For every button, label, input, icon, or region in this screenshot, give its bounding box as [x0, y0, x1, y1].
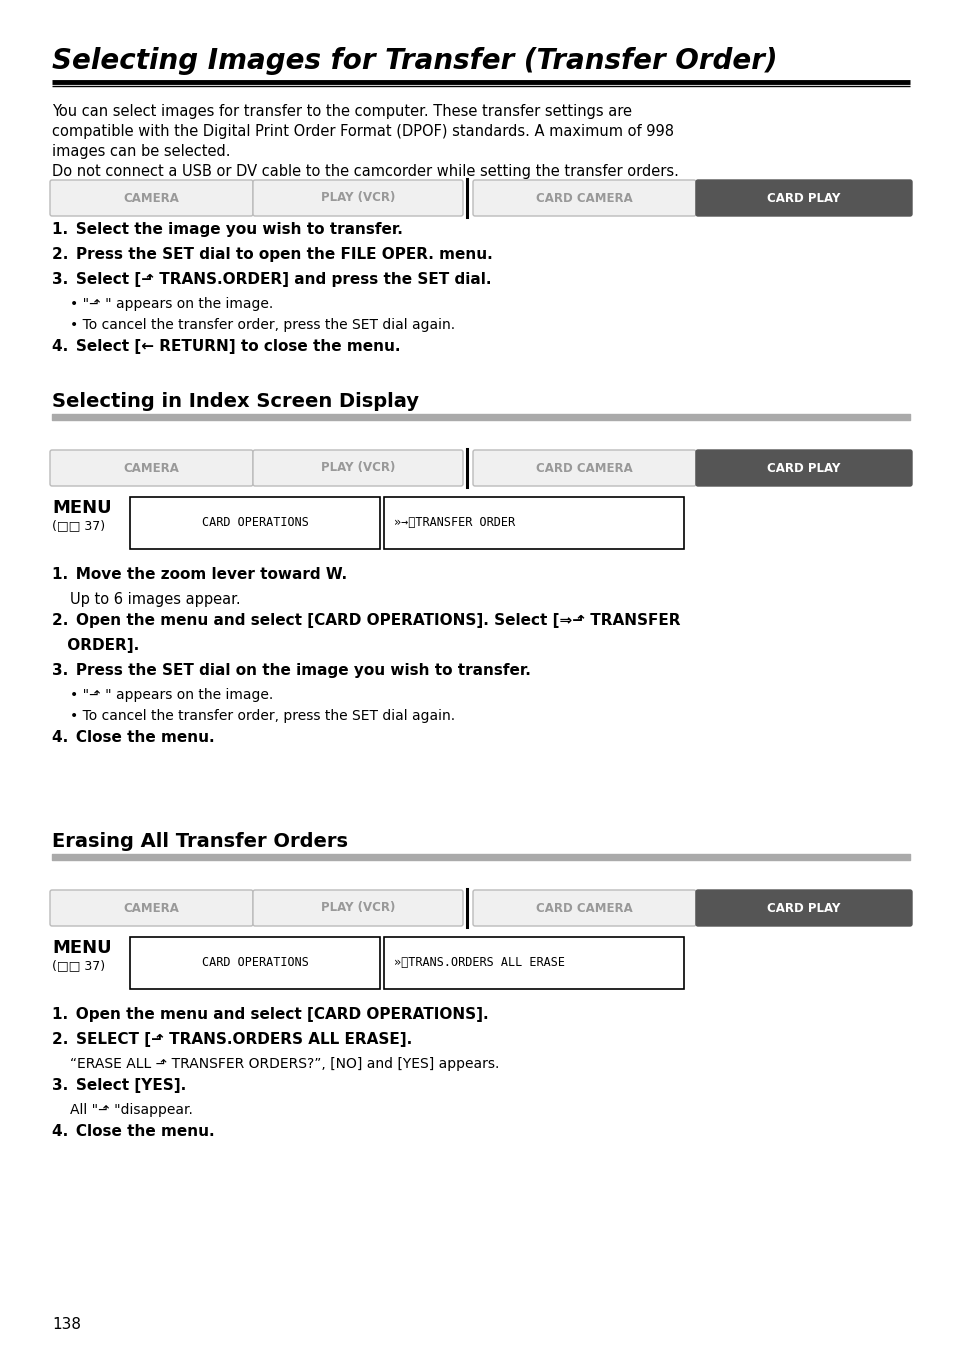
Text: »⬏TRANS.ORDERS ALL ERASE: »⬏TRANS.ORDERS ALL ERASE — [394, 956, 564, 969]
Text: 1. Move the zoom lever toward W.: 1. Move the zoom lever toward W. — [52, 566, 347, 581]
Text: CAMERA: CAMERA — [124, 902, 179, 914]
Text: 4. Close the menu.: 4. Close the menu. — [52, 1124, 214, 1138]
Text: 2. Open the menu and select [CARD OPERATIONS]. Select [⇒⬏ TRANSFER: 2. Open the menu and select [CARD OPERAT… — [52, 612, 679, 627]
Text: CAMERA: CAMERA — [124, 192, 179, 204]
Text: CARD CAMERA: CARD CAMERA — [536, 192, 632, 204]
Text: 2. SELECT [⬏ TRANS.ORDERS ALL ERASE].: 2. SELECT [⬏ TRANS.ORDERS ALL ERASE]. — [52, 1032, 412, 1046]
Text: MENU: MENU — [52, 499, 112, 516]
Text: (□□ 37): (□□ 37) — [52, 959, 105, 972]
Text: 4. Close the menu.: 4. Close the menu. — [52, 730, 214, 745]
Text: • To cancel the transfer order, press the SET dial again.: • To cancel the transfer order, press th… — [70, 708, 455, 723]
FancyBboxPatch shape — [473, 180, 696, 216]
Text: ORDER].: ORDER]. — [52, 638, 139, 653]
Text: CAMERA: CAMERA — [124, 461, 179, 475]
Text: (□□ 37): (□□ 37) — [52, 519, 105, 531]
FancyBboxPatch shape — [253, 450, 462, 485]
Text: CARD CAMERA: CARD CAMERA — [536, 902, 632, 914]
Text: 3. Select [⬏ TRANS.ORDER] and press the SET dial.: 3. Select [⬏ TRANS.ORDER] and press the … — [52, 272, 491, 287]
Text: CARD PLAY: CARD PLAY — [766, 192, 840, 204]
Text: • "⬏ " appears on the image.: • "⬏ " appears on the image. — [70, 297, 273, 311]
Text: 1. Select the image you wish to transfer.: 1. Select the image you wish to transfer… — [52, 222, 402, 237]
FancyBboxPatch shape — [696, 450, 911, 485]
Text: All "⬏ "disappear.: All "⬏ "disappear. — [70, 1103, 193, 1117]
FancyBboxPatch shape — [253, 890, 462, 926]
Text: 4. Select [← RETURN] to close the menu.: 4. Select [← RETURN] to close the menu. — [52, 339, 400, 354]
Text: You can select images for transfer to the computer. These transfer settings are: You can select images for transfer to th… — [52, 104, 631, 119]
Text: PLAY (VCR): PLAY (VCR) — [320, 902, 395, 914]
Text: MENU: MENU — [52, 940, 112, 957]
FancyBboxPatch shape — [473, 890, 696, 926]
Text: “ERASE ALL ⬏ TRANSFER ORDERS?”, [NO] and [YES] appears.: “ERASE ALL ⬏ TRANSFER ORDERS?”, [NO] and… — [70, 1057, 498, 1071]
Text: CARD PLAY: CARD PLAY — [766, 902, 840, 914]
FancyBboxPatch shape — [473, 450, 696, 485]
FancyBboxPatch shape — [696, 890, 911, 926]
Text: Do not connect a USB or DV cable to the camcorder while setting the transfer ord: Do not connect a USB or DV cable to the … — [52, 164, 679, 178]
Text: Selecting in Index Screen Display: Selecting in Index Screen Display — [52, 392, 418, 411]
Text: 138: 138 — [52, 1317, 81, 1332]
FancyBboxPatch shape — [50, 450, 253, 485]
Text: compatible with the Digital Print Order Format (DPOF) standards. A maximum of 99: compatible with the Digital Print Order … — [52, 124, 673, 139]
FancyBboxPatch shape — [50, 890, 253, 926]
Text: CARD CAMERA: CARD CAMERA — [536, 461, 632, 475]
Text: 1. Open the menu and select [CARD OPERATIONS].: 1. Open the menu and select [CARD OPERAT… — [52, 1007, 488, 1022]
Bar — [384, 498, 683, 549]
FancyBboxPatch shape — [50, 180, 253, 216]
Text: images can be selected.: images can be selected. — [52, 145, 231, 160]
Text: PLAY (VCR): PLAY (VCR) — [320, 192, 395, 204]
FancyBboxPatch shape — [696, 180, 911, 216]
Text: 3. Select [YES].: 3. Select [YES]. — [52, 1078, 186, 1092]
Bar — [130, 498, 379, 549]
Text: 2. Press the SET dial to open the FILE OPER. menu.: 2. Press the SET dial to open the FILE O… — [52, 247, 493, 262]
Bar — [130, 937, 379, 990]
Text: »→⬏TRANSFER ORDER: »→⬏TRANSFER ORDER — [394, 516, 515, 530]
Bar — [384, 937, 683, 990]
Text: CARD OPERATIONS: CARD OPERATIONS — [201, 956, 308, 969]
Text: • To cancel the transfer order, press the SET dial again.: • To cancel the transfer order, press th… — [70, 318, 455, 333]
Text: Selecting Images for Transfer (Transfer Order): Selecting Images for Transfer (Transfer … — [52, 47, 777, 74]
Text: • "⬏ " appears on the image.: • "⬏ " appears on the image. — [70, 688, 273, 702]
Text: CARD OPERATIONS: CARD OPERATIONS — [201, 516, 308, 530]
Text: CARD PLAY: CARD PLAY — [766, 461, 840, 475]
Text: 3. Press the SET dial on the image you wish to transfer.: 3. Press the SET dial on the image you w… — [52, 662, 530, 677]
Text: Up to 6 images appear.: Up to 6 images appear. — [70, 592, 240, 607]
Text: Erasing All Transfer Orders: Erasing All Transfer Orders — [52, 831, 348, 850]
FancyBboxPatch shape — [253, 180, 462, 216]
Text: PLAY (VCR): PLAY (VCR) — [320, 461, 395, 475]
